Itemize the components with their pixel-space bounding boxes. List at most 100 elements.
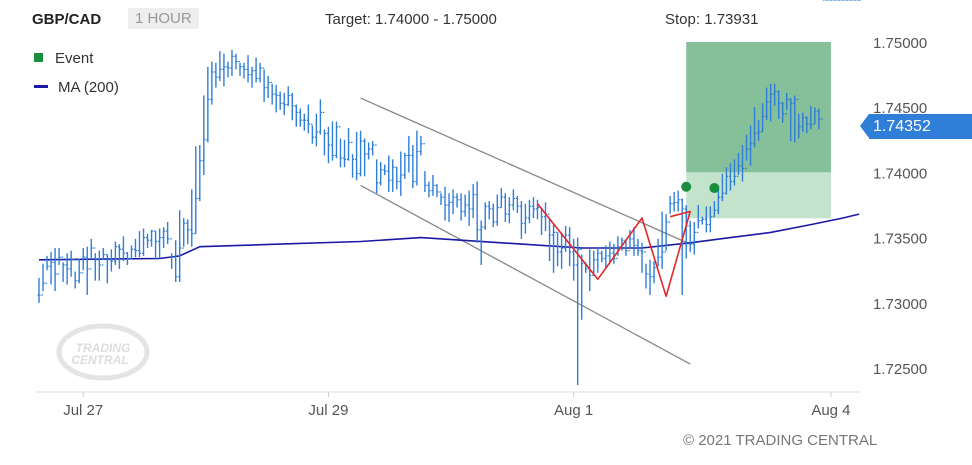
ohlc-bar — [777, 90, 781, 119]
ohlc-bar — [354, 131, 359, 181]
ohlc-bar — [720, 173, 724, 202]
ohlc-bar — [688, 220, 692, 252]
last-price-tag: 1.74352 — [860, 114, 972, 139]
ohlc-bar — [182, 218, 186, 249]
y-tick-label: 1.75000 — [873, 35, 927, 52]
ohlc-bar — [797, 98, 801, 139]
ohlc-bar — [85, 246, 89, 295]
ohlc-bar — [712, 201, 716, 218]
ohlc-bar — [198, 145, 202, 202]
ohlc-bar — [419, 135, 423, 156]
legend-ma-label: MA (200) — [58, 79, 119, 96]
ohlc-bar — [242, 62, 246, 79]
ohlc-bar — [773, 83, 777, 106]
legend-event[interactable]: Event — [34, 50, 93, 67]
ohlc-bar — [45, 255, 49, 284]
ohlc-bar — [704, 206, 708, 233]
ohlc-bar — [302, 113, 306, 131]
ohlc-bar — [793, 95, 797, 143]
ohlc-bar — [149, 229, 154, 247]
entry-zone — [686, 172, 831, 219]
ohlc-bar — [254, 57, 258, 83]
event-marker[interactable] — [681, 181, 692, 192]
ohlc-bar — [656, 238, 660, 269]
timeframe-badge[interactable]: 1 HOUR — [128, 8, 199, 29]
ohlc-bar — [174, 240, 178, 282]
ohlc-bar — [801, 112, 805, 132]
ohlc-bar — [503, 193, 507, 222]
ohlc-bar — [680, 198, 684, 295]
ohlc-bar — [322, 111, 327, 156]
ohlc-bar — [286, 86, 290, 106]
ohlc-bar — [202, 95, 206, 176]
ohlc-bar — [81, 248, 85, 274]
ohlc-bar — [435, 184, 439, 198]
y-tick-label: 1.74000 — [873, 165, 927, 182]
ohlc-bar — [596, 246, 600, 273]
ohlc-bar — [644, 251, 648, 289]
ohlc-bar — [141, 228, 146, 256]
ohlc-bar — [531, 197, 536, 219]
ohlc-bar — [121, 236, 126, 262]
ohlc-bar — [612, 244, 616, 264]
ohlc-bar — [190, 189, 194, 247]
ohlc-bar — [194, 146, 198, 235]
ohlc-bar — [250, 66, 254, 88]
ohlc-bar — [375, 144, 379, 194]
ohlc-bar — [600, 250, 604, 263]
ohlc-bar — [266, 75, 270, 99]
ohlc-bar — [809, 105, 813, 130]
ohlc-bar — [724, 167, 729, 195]
ohlc-bar — [153, 230, 158, 260]
ohlc-bar — [65, 253, 69, 285]
ohlc-bar — [37, 278, 41, 303]
ohlc-bar — [379, 161, 383, 186]
ohlc-bar — [274, 85, 278, 113]
ohlc-bar — [298, 108, 302, 127]
ohlc-bar — [423, 143, 427, 192]
ohlc-bar — [105, 253, 109, 284]
ma-200-line — [38, 213, 860, 261]
x-tick-label: Aug 1 — [554, 402, 593, 419]
ohlc-bar — [206, 66, 210, 143]
legend-event-label: Event — [55, 50, 94, 67]
target-label: Target: 1.74000 - 1.75000 — [325, 11, 497, 28]
ohlc-bar — [732, 159, 737, 186]
ohlc-bar — [97, 250, 101, 281]
ohlc-bar — [145, 233, 150, 249]
ohlc-bar — [443, 186, 447, 221]
legend-ma[interactable]: MA (200) — [34, 79, 119, 96]
ohlc-bar — [53, 248, 57, 292]
ohlc-bar — [314, 113, 318, 147]
ohlc-bar — [399, 151, 403, 196]
ohlc-bar — [113, 241, 117, 265]
ohlc-bar — [507, 197, 511, 224]
ohlc-bar — [636, 238, 640, 256]
price-pointer-icon — [860, 114, 869, 138]
ohlc-bar — [652, 261, 656, 284]
ohlc-bar — [752, 107, 757, 148]
ohlc-bar — [334, 121, 339, 159]
channel-lower-line — [360, 184, 691, 365]
symbol-label: GBP/CAD — [32, 11, 102, 28]
ohlc-bar — [186, 219, 190, 245]
ohlc-bar — [491, 203, 495, 228]
ohlc-bar — [395, 166, 399, 190]
ohlc-bar — [555, 231, 560, 267]
ohlc-bar — [363, 138, 367, 177]
ohlc-bar — [479, 220, 483, 265]
ohlc-bar — [805, 116, 809, 134]
last-price-value: 1.74352 — [869, 114, 972, 139]
ohlc-bar — [93, 247, 97, 281]
ma-swatch-icon — [34, 85, 48, 88]
ohlc-bar — [447, 193, 451, 222]
ohlc-bar — [330, 121, 335, 161]
ohlc-bar — [789, 98, 793, 142]
ohlc-bar — [350, 141, 355, 178]
ohlc-bar — [560, 232, 564, 269]
ohlc-bar — [543, 202, 548, 232]
ohlc-bar — [781, 101, 785, 123]
event-marker[interactable] — [709, 183, 720, 194]
ohlc-bar — [551, 224, 556, 273]
